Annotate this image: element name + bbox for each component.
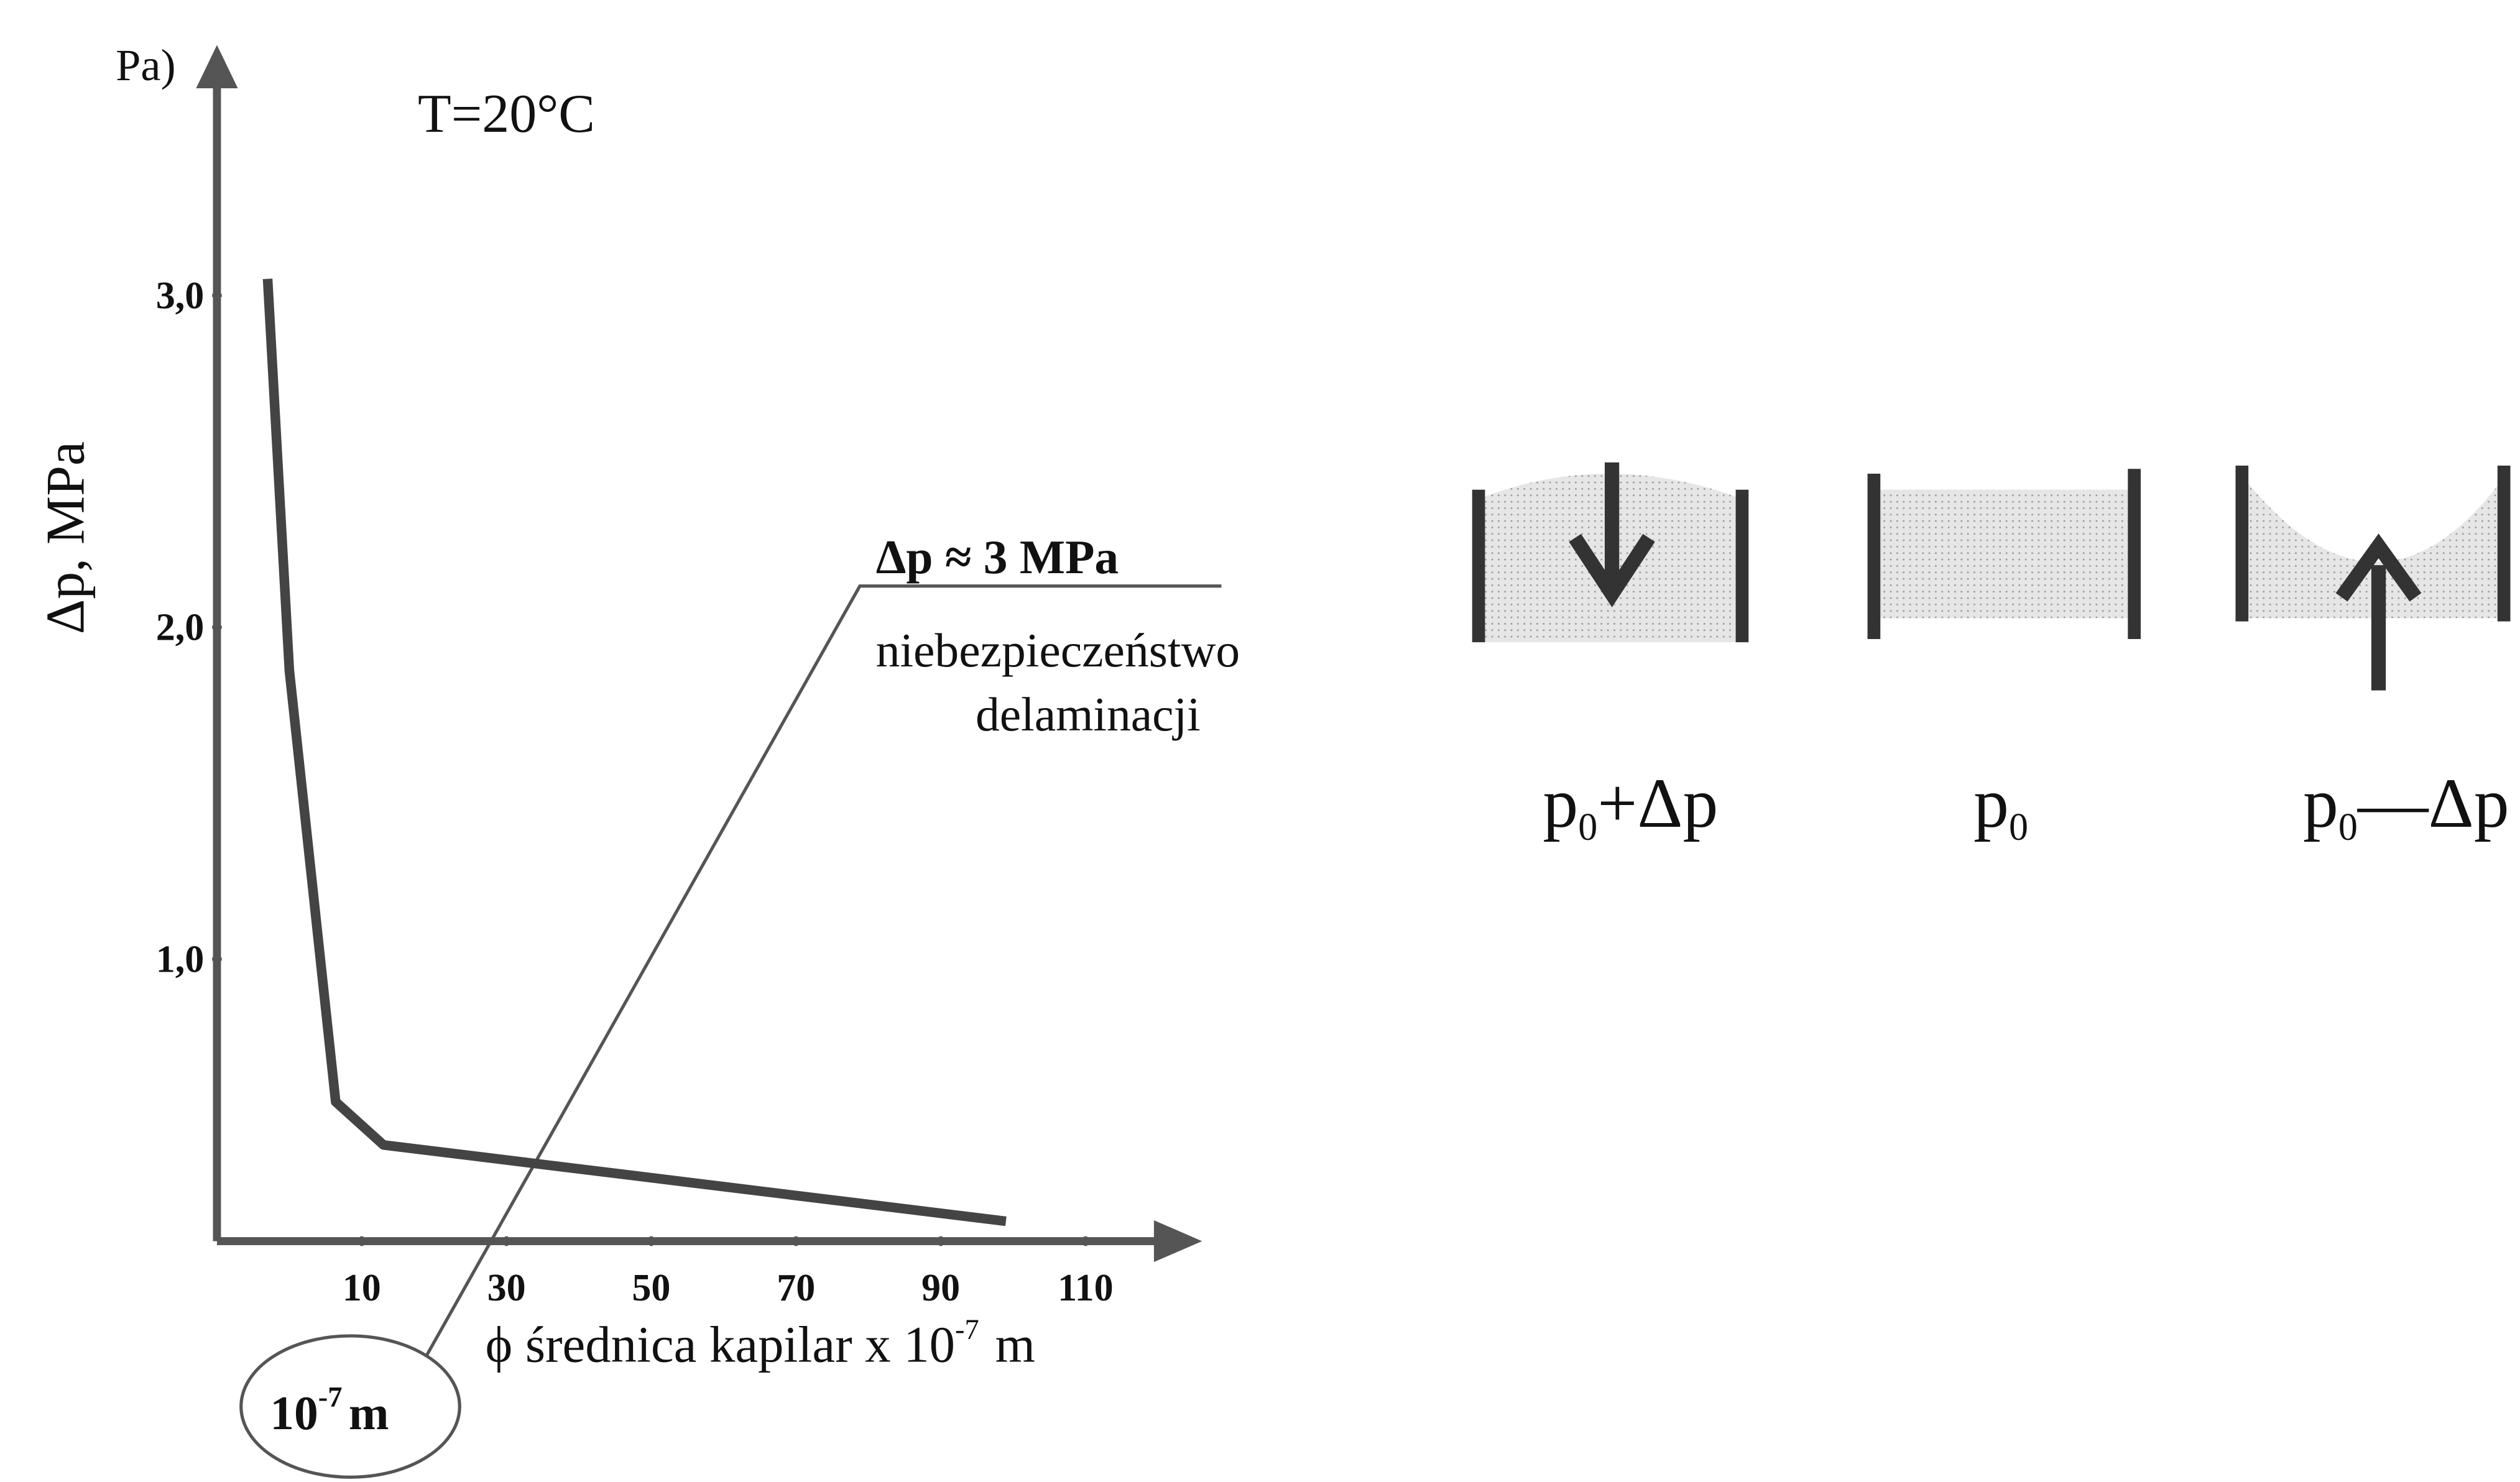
x-axis-title: ϕ średnica kapilar x 10-7 m xyxy=(486,1314,1035,1373)
x-tick-label: 70 xyxy=(777,1267,815,1309)
y-axis-title: Δp, MPa xyxy=(35,441,96,634)
y-axis-arrow xyxy=(196,45,238,89)
x-tick-label: 110 xyxy=(1058,1267,1114,1309)
x-tick-label: 50 xyxy=(632,1267,670,1309)
leader-line xyxy=(424,584,1222,1358)
x-axis-arrow xyxy=(1153,1220,1202,1263)
circle-label: 10-7 m xyxy=(270,1382,389,1440)
note-line: niebezpieczeństwo xyxy=(876,624,1240,677)
diagram-low xyxy=(2235,466,2511,691)
x-tick-label: 30 xyxy=(487,1267,526,1309)
pressure-annotation: Δp ≈ 3 MPa xyxy=(876,530,1119,584)
temperature-annotation: T=20°C xyxy=(418,84,595,144)
diagram-label: p0—Δp xyxy=(2303,764,2509,849)
diagram-label: p0 xyxy=(1973,764,2028,849)
y-tick-label: 2,0 xyxy=(156,607,205,649)
diagram-high xyxy=(1472,462,1749,643)
diagram-label: p0+Δp xyxy=(1543,764,1718,849)
x-tick-label: 10 xyxy=(343,1267,381,1309)
x-tick-label: 90 xyxy=(921,1267,960,1309)
cut-label: Pa) xyxy=(116,40,175,90)
circle-highlight xyxy=(239,1334,461,1479)
note-line: delaminacji xyxy=(976,688,1201,741)
diagram-neutral xyxy=(1867,469,2141,639)
y-tick-label: 3,0 xyxy=(156,275,205,317)
data-line xyxy=(262,278,1007,1227)
y-tick-label: 1,0 xyxy=(156,939,205,981)
